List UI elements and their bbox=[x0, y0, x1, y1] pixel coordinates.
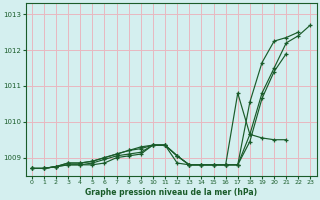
X-axis label: Graphe pression niveau de la mer (hPa): Graphe pression niveau de la mer (hPa) bbox=[85, 188, 257, 197]
